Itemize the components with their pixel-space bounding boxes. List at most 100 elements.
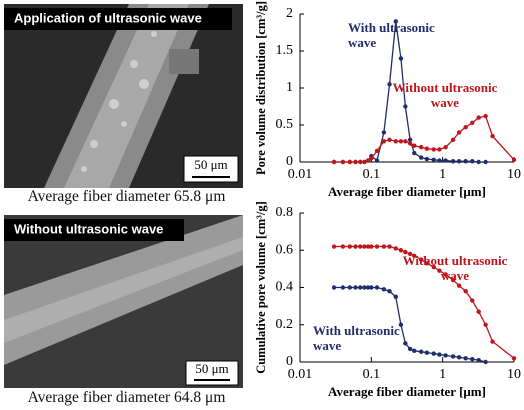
series-line — [334, 116, 514, 162]
y-tick-label: 0.5 — [276, 117, 294, 132]
data-point — [387, 289, 391, 293]
data-point — [358, 244, 362, 248]
data-point — [375, 149, 379, 153]
data-point — [437, 352, 441, 356]
x-tick-label: 10 — [507, 367, 521, 382]
data-point — [463, 289, 467, 293]
y-tick-label: 2 — [286, 6, 293, 21]
data-point — [387, 138, 391, 142]
data-point — [457, 130, 461, 134]
data-point — [419, 350, 423, 354]
data-point — [394, 295, 398, 299]
data-point — [432, 147, 436, 151]
data-point — [443, 145, 447, 149]
data-point — [432, 351, 436, 355]
x-tick-label: 10 — [507, 167, 521, 182]
data-point — [387, 244, 391, 248]
data-point — [419, 155, 423, 159]
x-axis-label: Average fiber diameter [μm] — [328, 184, 486, 199]
data-point — [412, 151, 416, 155]
data-point — [353, 160, 357, 164]
data-point — [408, 347, 412, 351]
data-point — [382, 287, 386, 291]
series-annotation: With ultrasonic wave — [313, 323, 408, 353]
data-point — [348, 244, 352, 248]
data-point — [425, 157, 429, 161]
data-point — [457, 159, 461, 163]
x-tick-label: 0.01 — [288, 367, 313, 382]
data-point — [512, 158, 516, 162]
page: Application of ultrasonic wave 50 μm Ave… — [0, 0, 524, 410]
data-point — [358, 160, 362, 164]
data-point — [451, 354, 455, 358]
data-point — [470, 298, 474, 302]
series-annotation: With ultrasonic wave — [348, 20, 443, 50]
data-point — [457, 283, 461, 287]
charts: 00.511.520.010.1110Average fiber diamete… — [0, 0, 524, 410]
data-point — [341, 285, 345, 289]
data-point — [437, 147, 441, 151]
data-point — [348, 285, 352, 289]
data-point — [412, 349, 416, 353]
data-point — [394, 246, 398, 250]
y-tick-label: 0.2 — [276, 317, 294, 332]
data-point — [348, 160, 352, 164]
data-point — [483, 360, 487, 364]
series-annotation: Without ultrasonic wave — [390, 80, 500, 110]
x-tick-label: 0.01 — [288, 167, 313, 182]
data-point — [394, 139, 398, 143]
data-point — [382, 130, 386, 134]
x-tick-label: 0.1 — [363, 167, 381, 182]
data-point — [451, 159, 455, 163]
data-point — [353, 244, 357, 248]
y-axis-label: Pore volume distribution [cm³/g] — [254, 1, 268, 175]
data-point — [332, 160, 336, 164]
x-tick-label: 1 — [439, 167, 446, 182]
data-point — [477, 358, 481, 362]
data-point — [353, 285, 357, 289]
data-point — [341, 244, 345, 248]
data-point — [443, 353, 447, 357]
data-point — [463, 125, 467, 129]
data-point — [470, 159, 474, 163]
y-axis-label: Cumulative pore volume [cm³/g] — [254, 201, 268, 374]
data-point — [425, 350, 429, 354]
data-point — [358, 285, 362, 289]
data-point — [483, 160, 487, 164]
data-point — [375, 244, 379, 248]
data-point — [341, 160, 345, 164]
data-point — [477, 310, 481, 314]
data-point — [375, 285, 379, 289]
data-point — [490, 134, 494, 138]
data-point — [375, 158, 379, 162]
data-point — [425, 146, 429, 150]
data-point — [369, 156, 373, 160]
data-point — [470, 357, 474, 361]
data-point — [369, 244, 373, 248]
data-point — [437, 158, 441, 162]
data-point — [451, 138, 455, 142]
data-point — [369, 285, 373, 289]
data-point — [412, 144, 416, 148]
y-tick-label: 1.5 — [276, 43, 294, 58]
x-axis-label: Average fiber diameter [μm] — [328, 384, 486, 399]
data-point — [483, 114, 487, 118]
data-point — [408, 141, 412, 145]
data-point — [403, 139, 407, 143]
data-point — [332, 285, 336, 289]
x-tick-label: 1 — [439, 367, 446, 382]
data-point — [443, 158, 447, 162]
data-point — [483, 323, 487, 327]
data-point — [432, 158, 436, 162]
data-point — [463, 159, 467, 163]
data-point — [399, 139, 403, 143]
data-point — [477, 160, 481, 164]
data-point — [490, 339, 494, 343]
data-point — [512, 356, 516, 360]
data-point — [457, 355, 461, 359]
y-tick-label: 0.4 — [276, 280, 294, 295]
x-tick-label: 0.1 — [363, 367, 381, 382]
data-point — [419, 145, 423, 149]
series-annotation: Without ultrasonic wave — [400, 253, 510, 283]
data-point — [332, 244, 336, 248]
